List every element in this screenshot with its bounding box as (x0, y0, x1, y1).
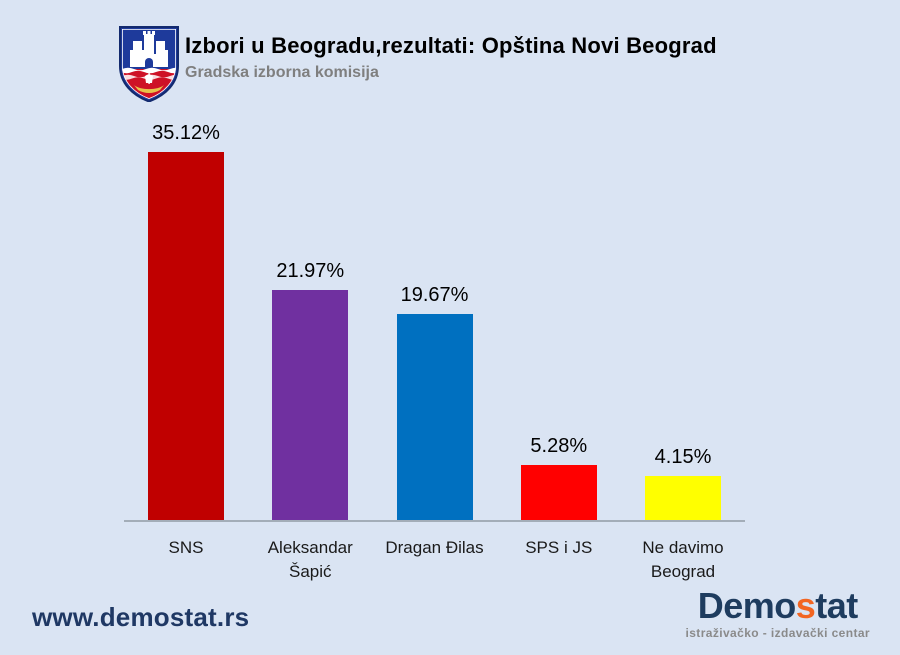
category-label: Aleksandar Šapić (267, 538, 353, 581)
bar-1 (148, 152, 224, 520)
category-label: SNS (168, 538, 204, 557)
bar-group: 19.67% (373, 284, 497, 520)
bar-2 (272, 290, 349, 520)
bar-group: 21.97% (248, 260, 372, 520)
bar-value-label: 21.97% (276, 260, 345, 282)
header: Izbori u Beogradu,rezultati: Opština Nov… (185, 33, 717, 82)
page-title: Izbori u Beogradu,rezultati: Opština Nov… (185, 33, 717, 58)
bar-group: 35.12% (124, 122, 248, 520)
bar-group: 4.15% (621, 446, 745, 520)
bar-5 (645, 476, 721, 520)
bar-value-label: 4.15% (654, 446, 712, 468)
bar-4 (520, 465, 597, 520)
bar-chart-plot-area: 35.12% 21.97% 19.67% 5.28% 4.15% (124, 122, 745, 522)
category-label: Ne davimo Beograd (642, 538, 724, 581)
website-url: www.demostat.rs (32, 602, 250, 632)
demostat-logo-text-part: Demo (697, 585, 797, 626)
bar-value-label: 19.67% (400, 284, 469, 306)
demostat-logo-text-part: tat (815, 585, 858, 626)
bar-value-label: 5.28% (530, 435, 588, 457)
category-label: SPS i JS (525, 538, 593, 557)
bars-row: 35.12% 21.97% 19.67% 5.28% 4.15% (124, 122, 745, 520)
demostat-brand: Demostat istraživačko - izdavački centar (685, 588, 871, 641)
bar-value-label: 35.12% (152, 122, 220, 144)
bar-3 (396, 314, 473, 520)
category-labels-row: SNS Aleksandar Šapić Dragan Đilas SPS i JS N… (124, 536, 745, 584)
demostat-logo-text-part: s (795, 585, 816, 626)
belgrade-coat-of-arms-icon (119, 26, 179, 102)
demostat-tagline: istraživačko - izdavački centar (685, 626, 870, 640)
category-label: Dragan Đilas (385, 538, 484, 557)
demostat-logo-text: Demostat (686, 588, 871, 624)
bar-group: 5.28% (497, 435, 621, 520)
page-subtitle: Gradska izborna komisija (185, 64, 379, 81)
